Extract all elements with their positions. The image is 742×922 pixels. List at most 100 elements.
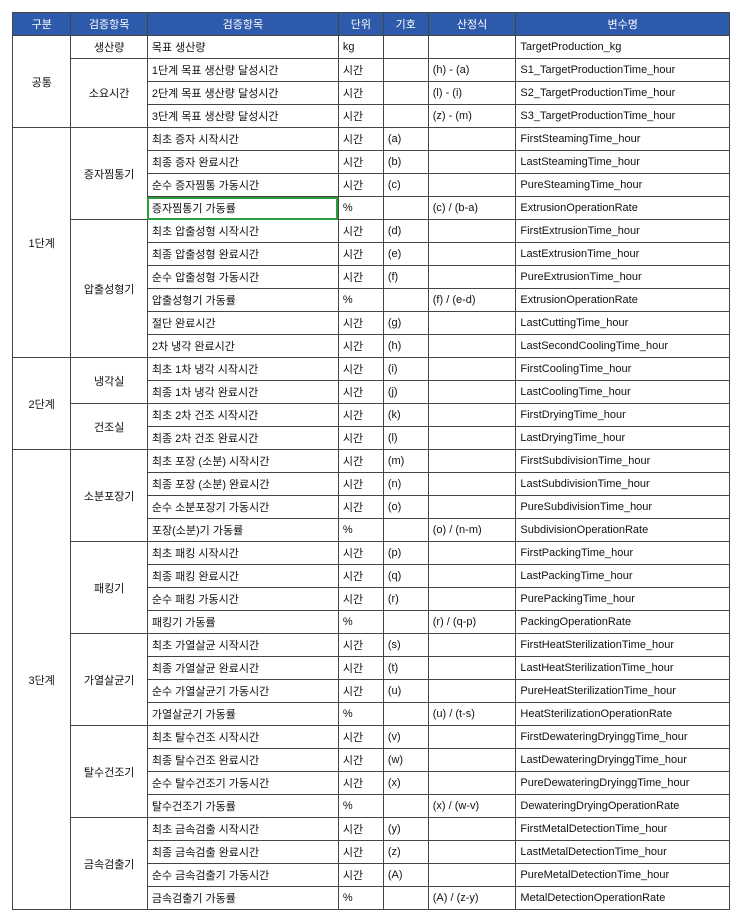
var-cell: PureHeatSterilizationTime_hour	[516, 680, 730, 703]
group-cell: 소분포장기	[71, 450, 147, 542]
var-cell: PureExtrusionTime_hour	[516, 266, 730, 289]
col-group: 검증항목	[71, 13, 147, 36]
unit-cell: %	[338, 703, 383, 726]
symbol-cell	[383, 795, 428, 818]
unit-cell: 시간	[338, 358, 383, 381]
item-cell: 가열살균기 가동률	[147, 703, 338, 726]
table-body: 공통생산량목표 생산량kgTargetProduction_kg소요시간1단계 …	[13, 36, 730, 910]
symbol-cell: (t)	[383, 657, 428, 680]
calc-cell	[428, 588, 516, 611]
unit-cell: %	[338, 611, 383, 634]
item-cell: 최종 증자 완료시간	[147, 151, 338, 174]
symbol-cell: (x)	[383, 772, 428, 795]
symbol-cell: (j)	[383, 381, 428, 404]
calc-cell: (r) / (q-p)	[428, 611, 516, 634]
calc-cell	[428, 381, 516, 404]
symbol-cell: (u)	[383, 680, 428, 703]
var-cell: PureSteamingTime_hour	[516, 174, 730, 197]
calc-cell	[428, 220, 516, 243]
item-cell: 최초 탈수건조 시작시간	[147, 726, 338, 749]
symbol-cell: (w)	[383, 749, 428, 772]
group-cell: 건조실	[71, 404, 147, 450]
table-row: 2단계냉각실최초 1차 냉각 시작시간시간(i)FirstCoolingTime…	[13, 358, 730, 381]
var-cell: FirstExtrusionTime_hour	[516, 220, 730, 243]
item-cell: 순수 탈수건조기 가동시간	[147, 772, 338, 795]
calc-cell	[428, 634, 516, 657]
calc-cell	[428, 358, 516, 381]
var-cell: FirstCoolingTime_hour	[516, 358, 730, 381]
var-cell: S3_TargetProductionTime_hour	[516, 105, 730, 128]
var-cell: FirstSubdivisionTime_hour	[516, 450, 730, 473]
item-cell: 최초 패킹 시작시간	[147, 542, 338, 565]
symbol-cell: (f)	[383, 266, 428, 289]
table-row: 패킹기최초 패킹 시작시간시간(p)FirstPackingTime_hour	[13, 542, 730, 565]
var-cell: S2_TargetProductionTime_hour	[516, 82, 730, 105]
symbol-cell	[383, 887, 428, 910]
item-cell: 순수 증자찜통 가동시간	[147, 174, 338, 197]
symbol-cell	[383, 519, 428, 542]
symbol-cell: (r)	[383, 588, 428, 611]
item-cell: 최초 압출성형 시작시간	[147, 220, 338, 243]
symbol-cell: (h)	[383, 335, 428, 358]
unit-cell: 시간	[338, 496, 383, 519]
symbol-cell	[383, 105, 428, 128]
item-cell: 순수 패킹 가동시간	[147, 588, 338, 611]
item-cell: 3단계 목표 생산량 달성시간	[147, 105, 338, 128]
var-cell: ExtrusionOperationRate	[516, 197, 730, 220]
calc-cell: (z) - (m)	[428, 105, 516, 128]
symbol-cell	[383, 197, 428, 220]
var-cell: PureMetalDetectionTime_hour	[516, 864, 730, 887]
var-cell: LastHeatSterilizationTime_hour	[516, 657, 730, 680]
unit-cell: 시간	[338, 841, 383, 864]
group-cell: 금속검출기	[71, 818, 147, 910]
symbol-cell: (c)	[383, 174, 428, 197]
var-cell: SubdivisionOperationRate	[516, 519, 730, 542]
col-gubun: 구분	[13, 13, 71, 36]
table-row: 소요시간1단계 목표 생산량 달성시간시간(h) - (a)S1_TargetP…	[13, 59, 730, 82]
item-cell: 순수 금속검출기 가동시간	[147, 864, 338, 887]
col-symbol: 기호	[383, 13, 428, 36]
group-cell: 소요시간	[71, 59, 147, 128]
calc-cell	[428, 450, 516, 473]
calc-cell	[428, 427, 516, 450]
symbol-cell: (y)	[383, 818, 428, 841]
symbol-cell: (s)	[383, 634, 428, 657]
item-cell: 순수 압출성형 가동시간	[147, 266, 338, 289]
item-cell: 순수 소분포장기 가동시간	[147, 496, 338, 519]
unit-cell: kg	[338, 36, 383, 59]
var-cell: S1_TargetProductionTime_hour	[516, 59, 730, 82]
calc-cell	[428, 818, 516, 841]
item-cell: 절단 완료시간	[147, 312, 338, 335]
var-cell: MetalDetectionOperationRate	[516, 887, 730, 910]
var-cell: LastDryingTime_hour	[516, 427, 730, 450]
var-cell: FirstSteamingTime_hour	[516, 128, 730, 151]
unit-cell: 시간	[338, 772, 383, 795]
var-cell: PureSubdivisionTime_hour	[516, 496, 730, 519]
var-cell: FirstPackingTime_hour	[516, 542, 730, 565]
gubun-cell: 1단계	[13, 128, 71, 358]
item-cell: 1단계 목표 생산량 달성시간	[147, 59, 338, 82]
item-cell: 목표 생산량	[147, 36, 338, 59]
calc-cell	[428, 657, 516, 680]
unit-cell: 시간	[338, 151, 383, 174]
var-cell: FirstDewateringDryinggTime_hour	[516, 726, 730, 749]
calc-cell: (c) / (b-a)	[428, 197, 516, 220]
unit-cell: 시간	[338, 427, 383, 450]
unit-cell: %	[338, 519, 383, 542]
symbol-cell	[383, 611, 428, 634]
item-cell: 포장(소분)기 가동률	[147, 519, 338, 542]
calc-cell: (f) / (e-d)	[428, 289, 516, 312]
unit-cell: 시간	[338, 404, 383, 427]
calc-cell	[428, 151, 516, 174]
symbol-cell: (b)	[383, 151, 428, 174]
item-cell: 최종 패킹 완료시간	[147, 565, 338, 588]
calc-cell	[428, 312, 516, 335]
symbol-cell	[383, 59, 428, 82]
var-cell: LastPackingTime_hour	[516, 565, 730, 588]
calc-cell	[428, 496, 516, 519]
item-cell: 금속검출기 가동률	[147, 887, 338, 910]
symbol-cell: (q)	[383, 565, 428, 588]
unit-cell: %	[338, 289, 383, 312]
var-cell: PurePackingTime_hour	[516, 588, 730, 611]
calc-cell: (h) - (a)	[428, 59, 516, 82]
